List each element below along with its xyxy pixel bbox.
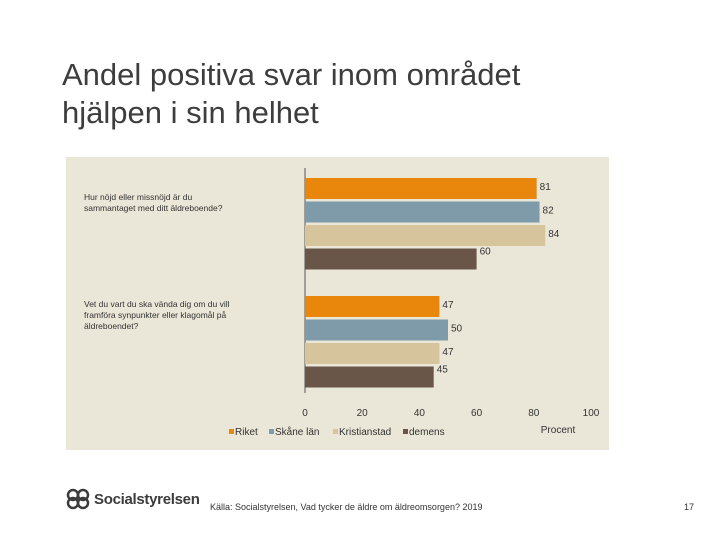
bar-kristianstad-1 — [305, 225, 546, 246]
data-label: 47 — [442, 300, 454, 311]
logo-mark-icon — [66, 488, 90, 510]
data-label: 60 — [480, 247, 492, 258]
legend-entry: Skåne län — [275, 426, 319, 438]
bar-sk-ne-l-n-1 — [305, 201, 540, 223]
x-tick-label: 20 — [357, 408, 369, 419]
bar-riket-1 — [305, 178, 537, 199]
legend-entry: Kristianstad — [339, 427, 391, 438]
category-label: Hur nöjd eller missnöjd är du — [84, 192, 192, 202]
category-label: framföra synpunkter eller klagomål på — [84, 310, 226, 320]
page-number: 17 — [684, 502, 695, 512]
legend-entry: demens — [409, 427, 445, 438]
bar-sk-ne-l-n-2 — [305, 319, 448, 341]
category-label: Vet du vart du ska vända dig om du vill — [84, 299, 230, 309]
bar-demens-2 — [305, 366, 434, 388]
legend-swatch — [333, 429, 338, 434]
legend-swatch — [403, 429, 408, 434]
chart-panel: 81 82 84 60 Hur nöjd eller missnöjd är du sam… — [66, 157, 609, 450]
bar-kristianstad-2 — [305, 343, 440, 364]
source-note: Källa: Socialstyrelsen, Vad tycker de äl… — [210, 502, 483, 512]
title-line-1: Andel positiva svar inom området — [62, 57, 521, 92]
bar-demens-1 — [305, 248, 477, 270]
x-axis-label: Procent — [541, 425, 576, 436]
bar-chart: 81 82 84 60 Hur nöjd eller missnöjd är dusam… — [84, 168, 600, 438]
data-label: 50 — [451, 324, 463, 335]
legend-entry: Riket — [235, 427, 258, 438]
data-label: 82 — [543, 206, 555, 217]
data-label: 45 — [437, 365, 449, 376]
logo-text: Socialstyrelsen — [94, 490, 200, 508]
category-label: äldreboendet? — [84, 321, 139, 331]
bar-riket-2 — [305, 296, 440, 317]
slide-title: Andel positiva svar inom området hjälpen… — [62, 56, 662, 132]
x-tick-label: 60 — [471, 408, 483, 419]
data-label: 81 — [540, 182, 552, 193]
socialstyrelsen-logo: Socialstyrelsen — [65, 488, 200, 510]
x-tick-label: 40 — [414, 408, 426, 419]
x-tick-label: 0 — [302, 408, 308, 419]
x-tick-label: 100 — [583, 408, 600, 419]
title-line-2: hjälpen i sin helhet — [62, 95, 319, 130]
legend-swatch — [269, 429, 274, 434]
legend-swatch — [229, 429, 234, 434]
x-tick-label: 80 — [528, 408, 540, 419]
data-label: 84 — [548, 229, 560, 240]
data-label: 47 — [442, 347, 454, 358]
category-label: sammantaget med ditt äldreboende? — [84, 203, 223, 213]
